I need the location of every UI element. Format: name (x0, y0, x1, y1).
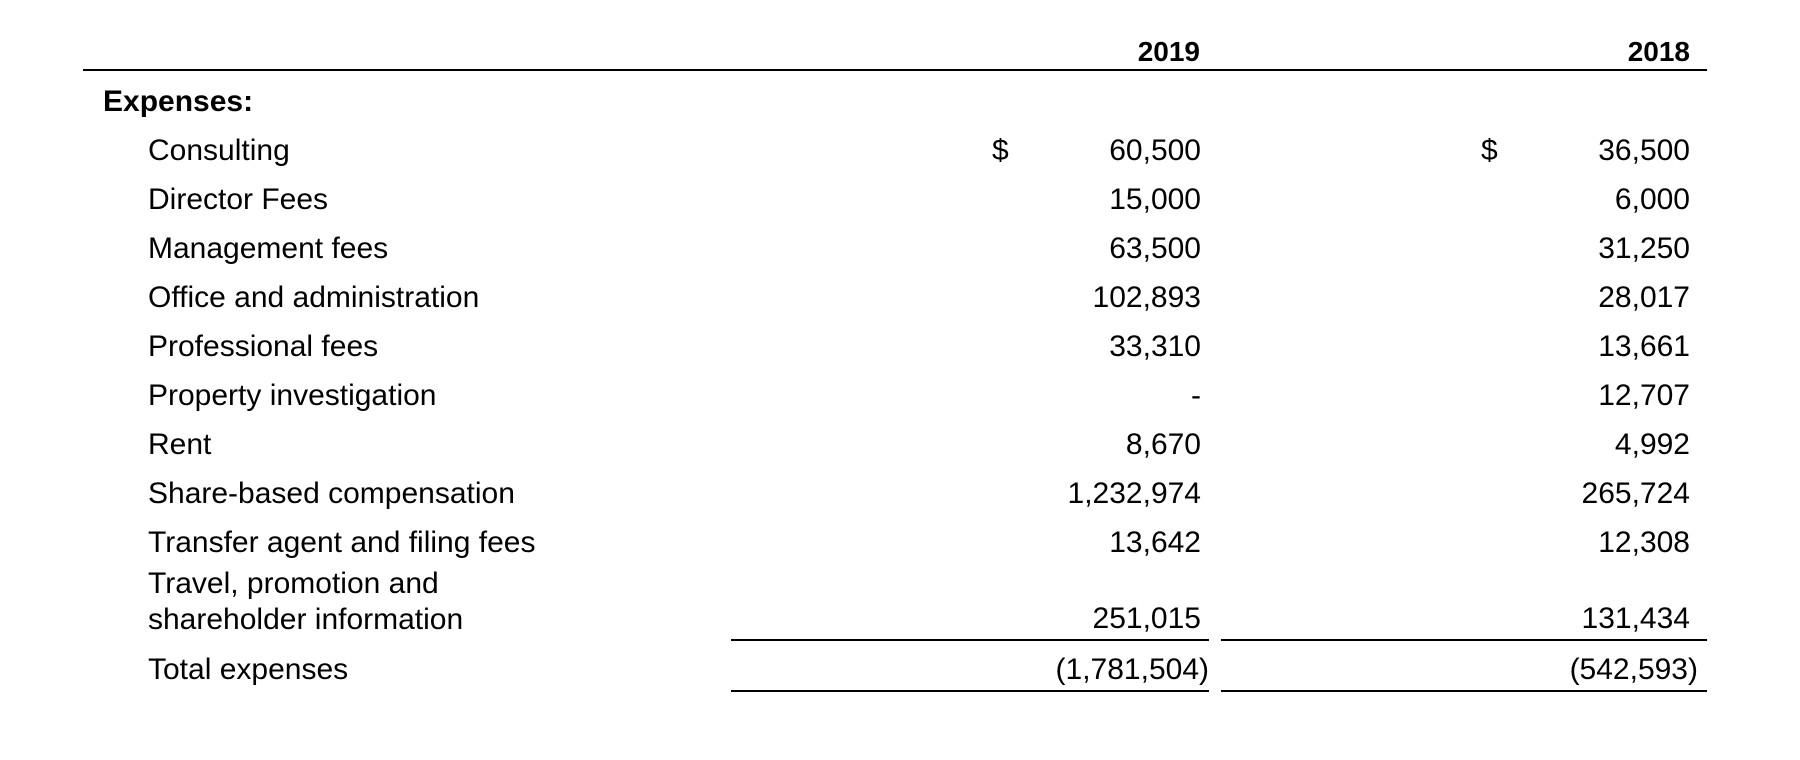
value-2018: 12,707 (1598, 379, 1690, 412)
table-row: Director Fees 15,000 6,000 (0, 181, 1800, 219)
row-label: Rent (148, 428, 212, 461)
section-label-expenses: Expenses: (103, 85, 254, 118)
table-row: Office and administration 102,893 28,017 (0, 279, 1800, 317)
row-label: Property investigation (148, 379, 437, 412)
value-2019: 251,015 (1092, 602, 1201, 635)
table-row: Professional fees 33,310 13,661 (0, 328, 1800, 366)
total-row: Total expenses (1,781,504) (542,593) (0, 651, 1800, 689)
value-2019: 60,500 (1109, 134, 1201, 167)
column-header-2019: 2019 (1137, 36, 1200, 67)
value-2018: 131,434 (1581, 602, 1690, 635)
row-label-line-2: shareholder information (148, 603, 464, 636)
table-row: Consulting $ 60,500 $ 36,500 (0, 132, 1800, 170)
table-row: Rent 8,670 4,992 (0, 426, 1800, 464)
total-value-2019: (1,781,504) (1055, 653, 1209, 686)
column-header-2018: 2018 (1627, 36, 1690, 67)
value-2018: 4,992 (1614, 428, 1690, 461)
header-rule (83, 69, 1707, 71)
row-label: Management fees (148, 232, 389, 265)
currency-symbol-2018: $ (1481, 134, 1498, 167)
value-2019: 8,670 (1125, 428, 1201, 461)
row-label: Office and administration (148, 281, 480, 314)
value-2018: 265,724 (1581, 477, 1690, 510)
value-2018: 28,017 (1598, 281, 1690, 314)
table-row: Property investigation - 12,707 (0, 377, 1800, 415)
subtotal-rule-2018 (1221, 639, 1707, 641)
row-label: Consulting (148, 134, 290, 167)
value-2018: 31,250 (1598, 232, 1690, 265)
value-2018: 12,308 (1598, 526, 1690, 559)
row-label: Transfer agent and filing fees (148, 526, 536, 559)
value-2019: 102,893 (1092, 281, 1201, 314)
total-rule-2019 (731, 690, 1209, 692)
value-2019: 63,500 (1109, 232, 1201, 265)
table-row: Share-based compensation 1,232,974 265,7… (0, 475, 1800, 513)
table-row: Transfer agent and filing fees 13,642 12… (0, 524, 1800, 562)
value-2018: 36,500 (1598, 134, 1690, 167)
total-value-2018: (542,593) (1569, 653, 1698, 686)
value-2018: 6,000 (1614, 183, 1690, 216)
value-2019: - (1191, 379, 1201, 412)
value-2019: 1,232,974 (1067, 477, 1201, 510)
subtotal-rule-2019 (731, 639, 1209, 641)
table-row: Travel, promotion and shareholder inform… (0, 566, 1800, 638)
total-rule-2018 (1221, 690, 1707, 692)
table-row: Management fees 63,500 31,250 (0, 230, 1800, 268)
value-2019: 13,642 (1109, 526, 1201, 559)
value-2019: 15,000 (1109, 183, 1201, 216)
value-2019: 33,310 (1109, 330, 1201, 363)
row-label-line-1: Travel, promotion and (148, 567, 439, 600)
row-label: Share-based compensation (148, 477, 515, 510)
currency-symbol-2019: $ (992, 134, 1009, 167)
row-label-multiline: Travel, promotion and shareholder inform… (148, 566, 628, 638)
value-2018: 13,661 (1598, 330, 1690, 363)
row-label: Director Fees (148, 183, 329, 216)
row-label: Professional fees (148, 330, 379, 363)
total-label: Total expenses (148, 653, 349, 686)
